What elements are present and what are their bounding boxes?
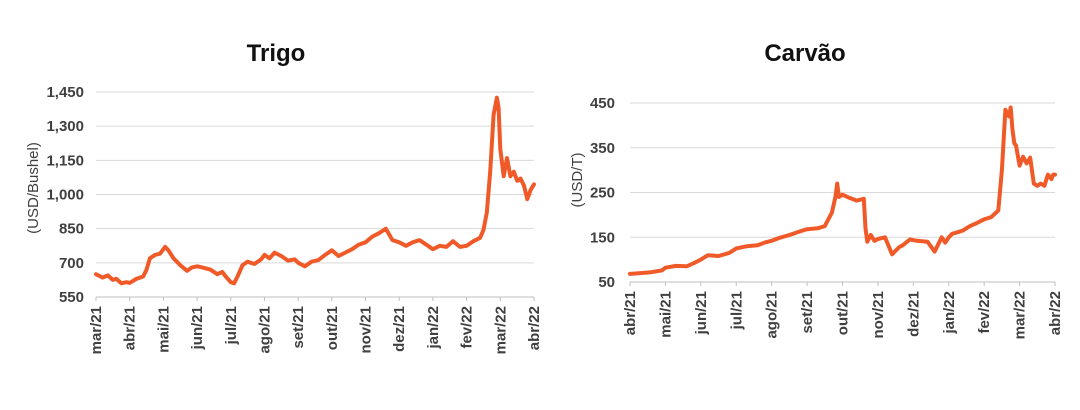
y-tick-label: 1,450 xyxy=(46,84,84,101)
x-tick-label: abr/22 xyxy=(526,306,543,350)
y-axis-label: (USD/Bushel) xyxy=(25,142,42,234)
x-tick-label: mar/21 xyxy=(88,306,105,354)
x-tick-label: abr/21 xyxy=(122,306,139,350)
x-tick-label: jul/21 xyxy=(223,306,240,345)
y-tick-label: 50 xyxy=(598,274,615,291)
chart-title: Trigo xyxy=(247,40,306,67)
chart-1: Carvão 450 350 250 150 50 abr/21 mai/21 jun/21 ju… xyxy=(569,40,1064,339)
x-tick-label: jan/22 xyxy=(425,306,442,350)
x-tick-label: ago/21 xyxy=(256,306,273,354)
x-tick-label: mai/21 xyxy=(155,306,172,353)
y-tick-label: 150 xyxy=(590,229,615,246)
series-line xyxy=(94,95,536,286)
y-tick-label: 850 xyxy=(59,221,84,238)
chart-0: Trigo 1,450 1,300 1,150 1,000 850 700 550mar/21… xyxy=(25,40,543,354)
y-axis-label: (USD/T) xyxy=(569,153,586,208)
y-tick-label: 250 xyxy=(590,185,615,202)
x-tick-label: set/21 xyxy=(799,291,816,334)
x-tick-label: jul/21 xyxy=(728,291,745,330)
x-tick-label: fev/22 xyxy=(976,291,993,334)
x-tick-label: out/21 xyxy=(324,306,341,350)
x-tick-label: jun/21 xyxy=(693,291,710,335)
x-tick-label: mar/22 xyxy=(492,306,509,354)
x-tick-label: jan/22 xyxy=(941,291,958,335)
x-tick-label: mar/22 xyxy=(1012,291,1029,339)
y-tick-label: 1,150 xyxy=(46,152,84,169)
x-tick-label: dez/21 xyxy=(391,306,408,352)
y-tick-label: 1,300 xyxy=(46,118,84,135)
y-tick-label: 350 xyxy=(590,140,615,157)
chart-title: Carvão xyxy=(764,40,845,67)
x-tick-label: abr/22 xyxy=(1047,291,1064,335)
x-tick-label: dez/21 xyxy=(905,291,922,337)
y-tick-label: 700 xyxy=(59,255,84,272)
x-tick-label: jun/21 xyxy=(189,306,206,350)
x-tick-label: abr/21 xyxy=(622,291,639,335)
x-tick-label: set/21 xyxy=(290,306,307,349)
y-tick-label: 550 xyxy=(59,289,84,306)
y-tick-label: 1,000 xyxy=(46,187,84,204)
x-tick-label: ago/21 xyxy=(764,291,781,339)
x-tick-label: nov/21 xyxy=(870,291,887,339)
x-tick-label: mai/21 xyxy=(657,291,674,338)
x-tick-label: out/21 xyxy=(835,291,852,335)
series-line xyxy=(628,105,1057,276)
x-tick-label: fev/22 xyxy=(459,306,476,349)
x-tick-label: nov/21 xyxy=(358,306,375,354)
y-tick-label: 450 xyxy=(590,95,615,112)
